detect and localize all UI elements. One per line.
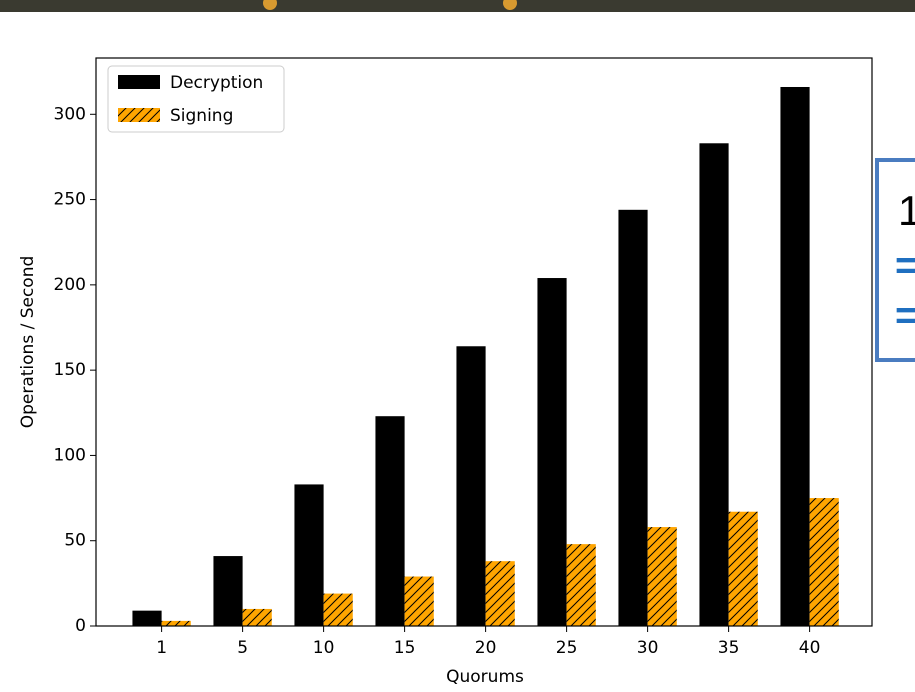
bar (647, 527, 677, 626)
side-text: = (895, 244, 915, 288)
bar (323, 593, 353, 626)
bar (485, 561, 515, 626)
side-text: = (895, 294, 915, 338)
bar (780, 86, 810, 626)
x-tick-label: 1 (156, 638, 167, 658)
photo-detail (263, 0, 277, 10)
x-tick-label: 30 (637, 638, 659, 658)
x-tick-label: 5 (237, 638, 248, 658)
legend-swatch (118, 75, 160, 89)
x-tick-label: 20 (475, 638, 497, 658)
bar (699, 143, 729, 626)
bar (161, 620, 191, 626)
x-tick-label: 25 (556, 638, 578, 658)
photo-detail (503, 0, 517, 10)
y-tick-label: 50 (64, 531, 86, 551)
y-tick-label: 250 (54, 190, 86, 210)
x-tick-label: 40 (799, 638, 821, 658)
side-text: 1 (898, 187, 915, 234)
y-tick-label: 300 (54, 104, 86, 124)
bar (404, 576, 434, 626)
bar (213, 556, 243, 626)
bar (456, 346, 486, 626)
bar (375, 416, 405, 626)
bar (728, 511, 758, 626)
legend-label: Signing (170, 106, 233, 126)
bar (294, 484, 324, 626)
legend-swatch (118, 108, 160, 122)
y-tick-label: 150 (54, 360, 86, 380)
x-tick-label: 10 (313, 638, 335, 658)
y-tick-label: 0 (75, 616, 86, 636)
y-tick-label: 200 (54, 275, 86, 295)
x-axis-label: Quorums (446, 667, 524, 687)
plot-frame (95, 57, 873, 627)
legend-label: Decryption (170, 73, 263, 93)
bar (242, 608, 272, 626)
bar (537, 278, 567, 626)
y-tick-label: 100 (54, 445, 86, 465)
y-axis-label: Operations / Second (18, 256, 38, 429)
bar (809, 498, 839, 626)
bar (618, 209, 648, 626)
bar (132, 610, 162, 626)
x-tick-label: 35 (718, 638, 740, 658)
bar (566, 544, 596, 626)
side-panel (875, 158, 915, 362)
photo-strip (0, 0, 915, 12)
x-tick-label: 15 (394, 638, 416, 658)
